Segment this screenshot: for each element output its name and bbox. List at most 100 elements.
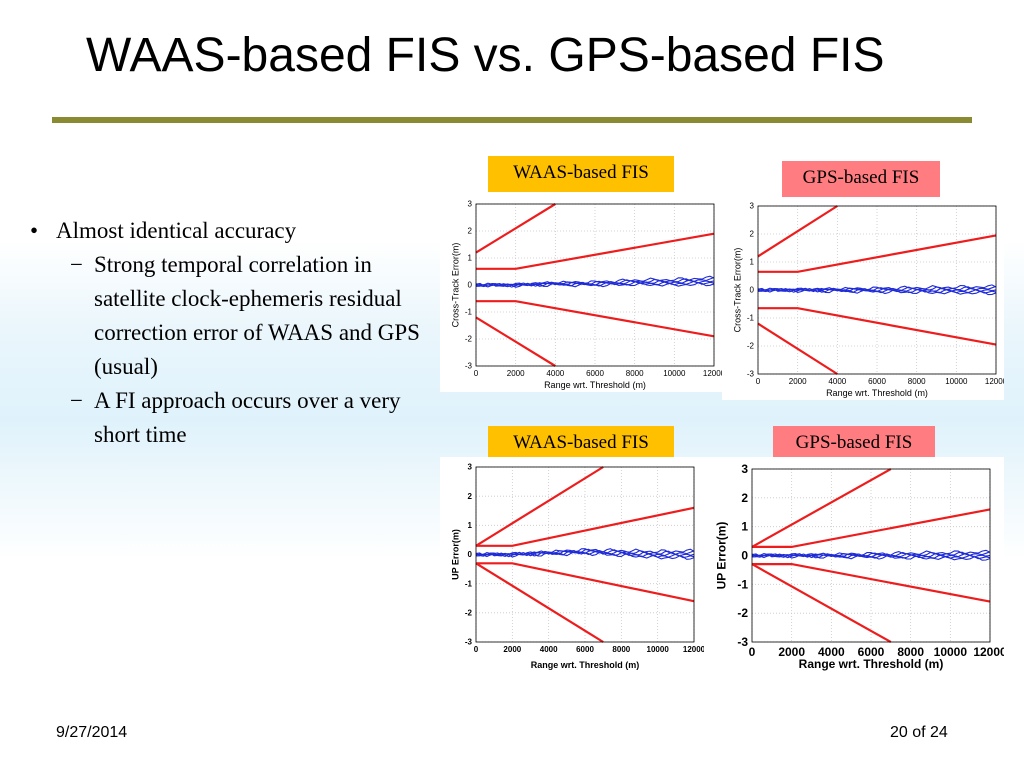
protection-bound-line bbox=[751, 563, 892, 643]
chart-label-waas-cross-track: WAAS-based FIS bbox=[488, 156, 674, 192]
protection-bound-line bbox=[758, 307, 997, 346]
y-tick-label: 0 bbox=[468, 281, 473, 290]
x-tick-label: 6000 bbox=[858, 645, 885, 659]
chart-waas-vertical: 0 2000 4000 6000 8000 10000 12000 -3 -2 -1 0 1 2 3 Ran… bbox=[440, 457, 704, 672]
x-tick-label: 2000 bbox=[503, 645, 521, 654]
chart-label-gps-vertical: GPS-based FIS bbox=[773, 426, 935, 462]
x-tick-label: 2000 bbox=[507, 369, 525, 378]
sub-bullet-item: − A FI approach occurs over a very short… bbox=[30, 384, 430, 452]
chart-svg: 0 2000 4000 6000 8000 10000 12000 -3 -2 -1 0 1 2 3 Ran… bbox=[450, 463, 704, 670]
x-tick-label: 0 bbox=[474, 645, 479, 654]
y-tick-label: -2 bbox=[747, 342, 755, 351]
y-tick-label: 2 bbox=[468, 227, 473, 236]
slide-title: WAAS-based FIS vs. GPS-based FIS bbox=[86, 29, 885, 82]
y-tick-label: -3 bbox=[465, 362, 473, 371]
chart-svg: 0 2000 4000 6000 8000 10000 12000 -3 -2 -1 0 1 2 3 Ran… bbox=[732, 202, 1004, 398]
protection-bound-line bbox=[752, 563, 991, 603]
y-tick-label: 1 bbox=[750, 258, 755, 267]
x-tick-label: 10000 bbox=[647, 645, 670, 654]
x-tick-label: 6000 bbox=[868, 377, 886, 386]
bullet-marker: − bbox=[70, 252, 83, 277]
chart-waas-cross-track: 0 2000 4000 6000 8000 10000 12000 -3 -2 -1 0 1 2 3 Ran… bbox=[440, 196, 722, 392]
y-tick-label: 2 bbox=[468, 492, 473, 501]
protection-bound-line bbox=[757, 205, 838, 258]
x-tick-label: 0 bbox=[756, 377, 761, 386]
bullet-item: • Almost identical accuracy bbox=[30, 214, 430, 248]
protection-bound-line bbox=[475, 203, 556, 254]
y-tick-label: -2 bbox=[465, 609, 473, 618]
y-tick-label: 3 bbox=[750, 202, 755, 211]
y-tick-label: 0 bbox=[750, 286, 755, 295]
x-tick-label: 0 bbox=[749, 645, 756, 659]
x-tick-label: 8000 bbox=[626, 369, 644, 378]
x-tick-label: 4000 bbox=[540, 645, 558, 654]
y-tick-label: -2 bbox=[737, 606, 748, 620]
protection-bound-line bbox=[475, 562, 604, 643]
bullet-text: A FI approach occurs over a very short t… bbox=[94, 388, 401, 447]
y-tick-label: -1 bbox=[747, 314, 755, 323]
x-tick-label: 2000 bbox=[789, 377, 807, 386]
y-tick-label: 1 bbox=[468, 254, 473, 263]
bullet-text: Strong temporal correlation in satellite… bbox=[94, 252, 420, 379]
x-tick-label: 10000 bbox=[663, 369, 686, 378]
plot-frame bbox=[475, 203, 715, 367]
footer-page-number: 20 of 24 bbox=[890, 724, 948, 741]
chart-svg: 0 2000 4000 6000 8000 10000 12000 -3 -2 -1 0 1 2 3 Ran… bbox=[715, 462, 1004, 671]
x-tick-label: 12000 bbox=[985, 377, 1004, 386]
x-tick-label: 8000 bbox=[897, 645, 924, 659]
error-trace bbox=[757, 284, 997, 292]
bullet-text: Almost identical accuracy bbox=[56, 218, 297, 243]
chart-gps-vertical: 0 2000 4000 6000 8000 10000 12000 -3 -2 -1 0 1 2 3 Ran… bbox=[704, 457, 1004, 672]
x-axis-label: Range wrt. Threshold (m) bbox=[544, 380, 646, 390]
y-tick-label: 2 bbox=[741, 491, 748, 505]
y-tick-label: 2 bbox=[750, 230, 755, 239]
bullet-list: • Almost identical accuracy − Strong tem… bbox=[30, 214, 430, 452]
y-tick-label: 0 bbox=[468, 550, 473, 559]
sub-bullet-item: − Strong temporal correlation in satelli… bbox=[30, 248, 430, 384]
title-divider bbox=[52, 117, 972, 123]
protection-bound-line bbox=[476, 300, 715, 338]
chart-svg: 0 2000 4000 6000 8000 10000 12000 -3 -2 -1 0 1 2 3 Ran… bbox=[450, 200, 722, 390]
y-tick-label: 1 bbox=[468, 521, 473, 530]
bullet-marker: − bbox=[70, 388, 83, 413]
x-tick-label: 4000 bbox=[546, 369, 564, 378]
y-tick-label: 3 bbox=[468, 463, 473, 472]
x-tick-label: 10000 bbox=[934, 645, 968, 659]
error-trace bbox=[475, 276, 715, 287]
y-tick-label: -2 bbox=[465, 335, 473, 344]
x-axis-label: Range wrt. Threshold (m) bbox=[799, 657, 944, 671]
x-tick-label: 8000 bbox=[908, 377, 926, 386]
protection-bound-line bbox=[476, 232, 715, 270]
x-tick-label: 10000 bbox=[945, 377, 968, 386]
x-tick-label: 2000 bbox=[778, 645, 805, 659]
x-tick-label: 6000 bbox=[586, 369, 604, 378]
protection-bound-line bbox=[475, 466, 604, 547]
x-axis-label: Range wrt. Threshold (m) bbox=[531, 660, 640, 670]
protection-bound-line bbox=[476, 562, 695, 603]
plot-frame bbox=[757, 205, 997, 375]
y-axis-label: Cross-Track Error(m) bbox=[732, 248, 742, 333]
x-tick-label: 12000 bbox=[683, 645, 704, 654]
error-trace bbox=[475, 275, 715, 287]
y-tick-label: 3 bbox=[741, 462, 748, 476]
protection-bound-line bbox=[752, 508, 991, 548]
y-tick-label: -1 bbox=[465, 579, 473, 588]
x-tick-label: 6000 bbox=[576, 645, 594, 654]
y-tick-label: -1 bbox=[465, 308, 473, 317]
x-tick-label: 8000 bbox=[612, 645, 630, 654]
plot-frame bbox=[751, 468, 991, 643]
y-axis-label: UP Error(m) bbox=[715, 522, 729, 590]
chart-label-waas-vertical: WAAS-based FIS bbox=[488, 426, 674, 462]
chart-label-gps-cross-track: GPS-based FIS bbox=[782, 161, 940, 197]
error-trace bbox=[751, 551, 991, 558]
y-axis-label: UP Error(m) bbox=[450, 529, 460, 580]
error-trace bbox=[751, 549, 991, 558]
y-tick-label: -3 bbox=[465, 638, 473, 647]
y-tick-label: 0 bbox=[741, 549, 748, 563]
y-tick-label: -3 bbox=[747, 370, 755, 379]
x-tick-label: 12000 bbox=[703, 369, 722, 378]
x-tick-label: 4000 bbox=[818, 645, 845, 659]
protection-bound-line bbox=[757, 322, 838, 375]
plot-frame bbox=[475, 466, 695, 643]
y-tick-label: 3 bbox=[468, 200, 473, 209]
